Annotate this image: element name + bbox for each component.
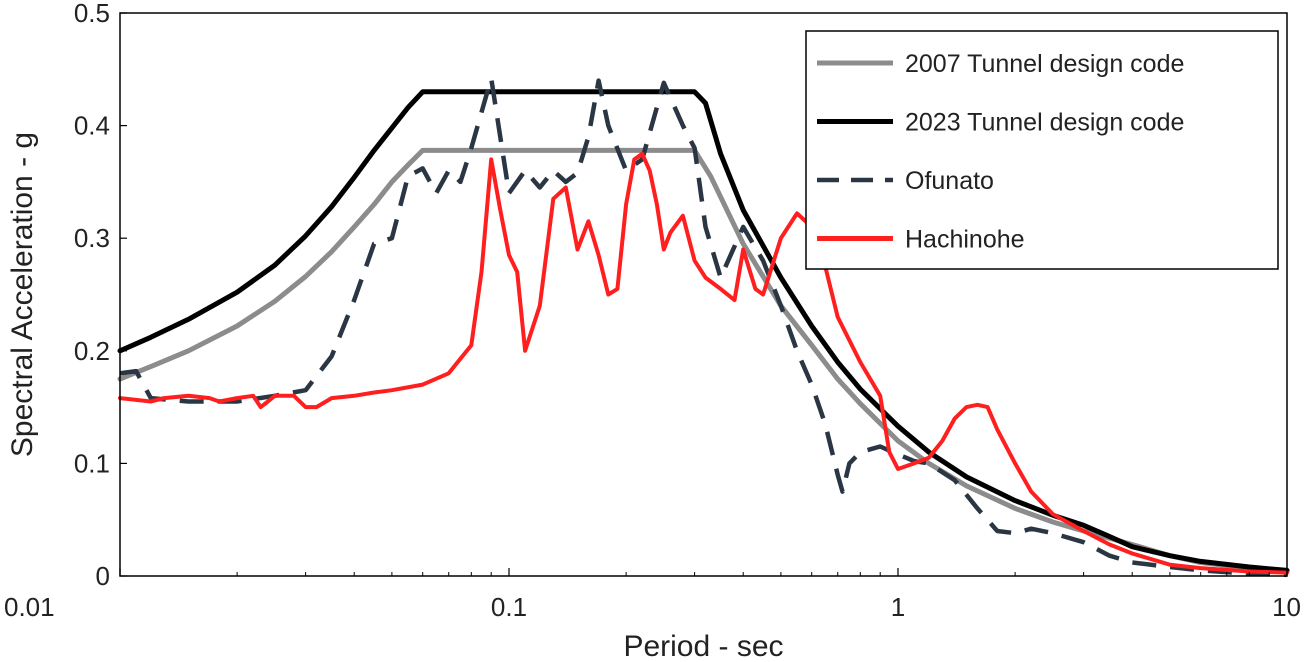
plot-frame — [119, 12, 1288, 577]
y-tick-label: 0.1 — [74, 448, 110, 478]
legend-label: Hachinohe — [905, 226, 1025, 254]
legend-label: Ofunato — [905, 167, 994, 195]
legend-label: 2023 Tunnel design code — [905, 109, 1184, 137]
x-axis-title: Period - sec — [623, 630, 783, 662]
x-tick-label: 0.1 — [491, 592, 527, 622]
x-tick-label: 0.01 — [4, 592, 55, 622]
plot-lines — [117, 76, 1290, 578]
axis-ticks: 0 0.1 0.2 0.3 0.4 0.5 0.01 0.1 1 10 — [4, 0, 1301, 622]
series-line-ofunato — [119, 76, 1288, 578]
y-tick-label: 0.2 — [74, 336, 110, 366]
series-line-hachinohe — [118, 151, 1289, 575]
y-tick-label: 0.5 — [74, 0, 110, 28]
legend: 2007 Tunnel design code 2023 Tunnel desig… — [805, 30, 1279, 270]
x-tick-label: 1 — [891, 592, 905, 622]
legend-box — [805, 30, 1279, 270]
y-tick-label: 0 — [96, 561, 110, 591]
legend-label: 2007 Tunnel design code — [905, 50, 1184, 78]
y-tick-label: 0.4 — [74, 111, 110, 141]
y-tick-label: 0.3 — [74, 223, 110, 253]
y-axis-title: Spectral Acceleration - g — [6, 132, 39, 457]
x-tick-label: 10 — [1272, 592, 1301, 622]
series-line-2023-tunnel-design-code — [117, 89, 1290, 573]
